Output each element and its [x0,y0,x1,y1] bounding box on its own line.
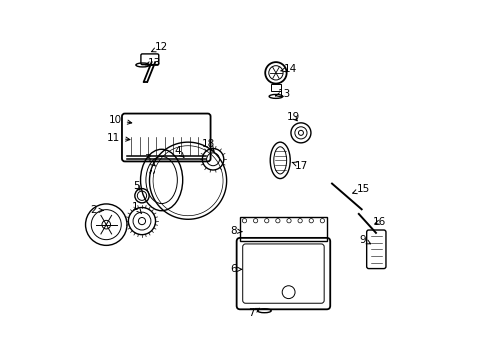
Text: 17: 17 [291,161,307,171]
Text: 13: 13 [275,89,291,99]
Text: 19: 19 [286,112,300,122]
Text: 8: 8 [229,226,242,236]
Text: 1: 1 [132,202,142,213]
Text: 5: 5 [133,181,140,192]
Text: 13: 13 [145,58,161,68]
Text: 9: 9 [359,235,370,245]
Text: 3: 3 [144,154,155,166]
Text: 16: 16 [372,217,386,227]
Text: 14: 14 [280,64,296,73]
Text: 7: 7 [247,308,259,318]
Text: 11: 11 [106,133,130,143]
Text: 10: 10 [108,115,131,125]
Text: 4: 4 [174,146,183,157]
Text: 18: 18 [201,139,214,151]
Text: 12: 12 [151,42,168,52]
Text: 2: 2 [90,205,103,215]
Text: 6: 6 [229,264,242,274]
Text: 15: 15 [352,184,369,194]
